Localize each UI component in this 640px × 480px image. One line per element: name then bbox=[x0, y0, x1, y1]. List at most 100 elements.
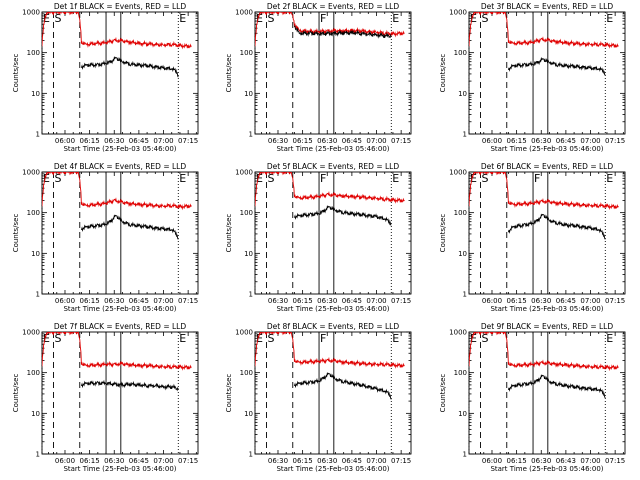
plot-frame bbox=[468, 331, 626, 455]
x-tick-label: 06:30 bbox=[104, 457, 124, 465]
marker-label: E bbox=[392, 332, 399, 345]
y-tick-label: 1 bbox=[249, 451, 253, 459]
series-line-lld bbox=[469, 12, 619, 49]
y-axis-label: Counts/sec bbox=[12, 214, 20, 253]
y-tick-label: 1000 bbox=[449, 169, 467, 177]
marker-label: S bbox=[267, 172, 274, 185]
marker-label: E bbox=[606, 172, 613, 185]
marker-label: E bbox=[470, 172, 477, 185]
series-line-lld bbox=[469, 172, 619, 210]
x-tick-label: 07:15 bbox=[605, 297, 625, 305]
series-line-lld bbox=[255, 332, 405, 369]
y-tick-label: 1 bbox=[249, 131, 253, 139]
y-axis-label: Counts/sec bbox=[439, 214, 447, 253]
y-tick-label: 1 bbox=[36, 291, 40, 299]
panel-title: Det 5f BLACK = Events, RED = LLD bbox=[267, 162, 400, 171]
y-tick-label: 1 bbox=[36, 131, 40, 139]
marker-label: E bbox=[470, 12, 477, 25]
panel-9: Det 9f BLACK = Events, RED = LLD 1 10 100 10… bbox=[439, 322, 626, 473]
marker-label: S bbox=[481, 12, 488, 25]
panel-1: Det 1f BLACK = Events, RED = LLD 1 10 100 10… bbox=[12, 2, 199, 153]
y-tick-label: 10 bbox=[31, 90, 40, 98]
marker-label: E bbox=[606, 12, 613, 25]
x-axis-label: Start Time (25-Feb-03 05:46:00) bbox=[490, 465, 603, 473]
y-axis-label: Counts/sec bbox=[225, 214, 233, 253]
x-tick-label: 06:45 bbox=[129, 297, 149, 305]
y-tick-label: 100 bbox=[27, 209, 40, 217]
x-tick-label: 06:00 bbox=[482, 457, 502, 465]
series-group bbox=[255, 172, 405, 226]
x-tick-label: 06:15 bbox=[80, 457, 100, 465]
series-line-lld bbox=[42, 332, 192, 371]
x-tick-label: 07:00 bbox=[580, 457, 600, 465]
y-tick-label: 1000 bbox=[235, 9, 253, 17]
x-axis-label: Start Time (25-Feb-03 05:46:00) bbox=[63, 305, 176, 313]
y-tick-label: 1 bbox=[463, 451, 467, 459]
x-tick-label: 07:00 bbox=[366, 457, 386, 465]
plot-frame bbox=[468, 11, 626, 135]
series-line-events bbox=[80, 379, 179, 392]
y-tick-label: 1 bbox=[36, 451, 40, 459]
y-axis-label: Counts/sec bbox=[12, 374, 20, 413]
y-tick-label: 100 bbox=[454, 49, 467, 57]
x-tick-label: 06:15 bbox=[507, 457, 527, 465]
y-axis-label: Counts/sec bbox=[439, 374, 447, 413]
x-axis-label: Start Time (25-Feb-03 05:46:00) bbox=[63, 465, 176, 473]
x-tick-label: 06:00 bbox=[482, 137, 502, 145]
y-axis-label: Counts/sec bbox=[225, 374, 233, 413]
series-group bbox=[255, 12, 405, 47]
x-tick-label: 07:15 bbox=[178, 457, 198, 465]
panel-title: Det 4f BLACK = Events, RED = LLD bbox=[54, 162, 187, 171]
x-tick-label: 06:30 bbox=[104, 137, 124, 145]
y-tick-label: 10 bbox=[31, 410, 40, 418]
x-tick-label: 06:30 bbox=[317, 457, 337, 465]
marker-label: E bbox=[256, 172, 263, 185]
y-tick-label: 10 bbox=[31, 250, 40, 258]
panel-title: Det 3f BLACK = Events, RED = LLD bbox=[481, 2, 614, 11]
panel-8: Det 8f BLACK = Events, RED = LLD 1 10 100 10… bbox=[225, 322, 412, 473]
marker-label: E bbox=[179, 12, 186, 25]
x-tick-label: 06:15 bbox=[293, 137, 313, 145]
x-tick-label: 06:30 bbox=[268, 297, 288, 305]
x-tick-label: 06:30 bbox=[531, 137, 551, 145]
y-tick-label: 1 bbox=[463, 131, 467, 139]
y-tick-label: 100 bbox=[27, 49, 40, 57]
x-tick-label: 06:45 bbox=[556, 297, 576, 305]
x-tick-label: 06:00 bbox=[55, 137, 75, 145]
x-tick-label: 06:15 bbox=[507, 137, 527, 145]
x-tick-label: 06:45 bbox=[129, 457, 149, 465]
panel-title: Det 6f BLACK = Events, RED = LLD bbox=[481, 162, 614, 171]
panel-3: Det 3f BLACK = Events, RED = LLD 1 10 100 10… bbox=[439, 2, 626, 153]
marker-label: F bbox=[320, 332, 326, 345]
y-tick-label: 10 bbox=[244, 90, 253, 98]
x-tick-label: 07:15 bbox=[605, 137, 625, 145]
y-tick-label: 100 bbox=[27, 369, 40, 377]
x-tick-label: 07:00 bbox=[580, 297, 600, 305]
marker-label: E bbox=[43, 12, 50, 25]
y-tick-label: 1000 bbox=[22, 329, 40, 337]
marker-label: E bbox=[179, 332, 186, 345]
marker-label: E bbox=[392, 12, 399, 25]
x-tick-label: 06:43 bbox=[556, 457, 576, 465]
x-tick-label: 07:15 bbox=[178, 137, 198, 145]
marker-label: F bbox=[320, 172, 326, 185]
y-axis-label: Counts/sec bbox=[439, 54, 447, 93]
y-axis-label: Counts/sec bbox=[12, 54, 20, 93]
y-tick-label: 10 bbox=[458, 90, 467, 98]
x-tick-label: 06:30 bbox=[268, 137, 288, 145]
x-tick-label: 06:45 bbox=[342, 297, 362, 305]
series-line-lld bbox=[42, 12, 192, 50]
series-line-events bbox=[293, 204, 392, 226]
x-tick-label: 06:15 bbox=[293, 297, 313, 305]
marker-label: E bbox=[256, 332, 263, 345]
x-tick-label: 07:15 bbox=[605, 457, 625, 465]
marker-label: E bbox=[179, 172, 186, 185]
y-tick-label: 100 bbox=[240, 209, 253, 217]
panel-7: Det 7f BLACK = Events, RED = LLD 1 10 100 10… bbox=[12, 322, 199, 473]
y-tick-label: 100 bbox=[240, 49, 253, 57]
series-line-lld bbox=[255, 12, 405, 47]
y-axis-label: Counts/sec bbox=[225, 54, 233, 93]
marker-label: F bbox=[534, 172, 540, 185]
x-tick-label: 07:15 bbox=[178, 297, 198, 305]
y-tick-label: 1000 bbox=[22, 169, 40, 177]
